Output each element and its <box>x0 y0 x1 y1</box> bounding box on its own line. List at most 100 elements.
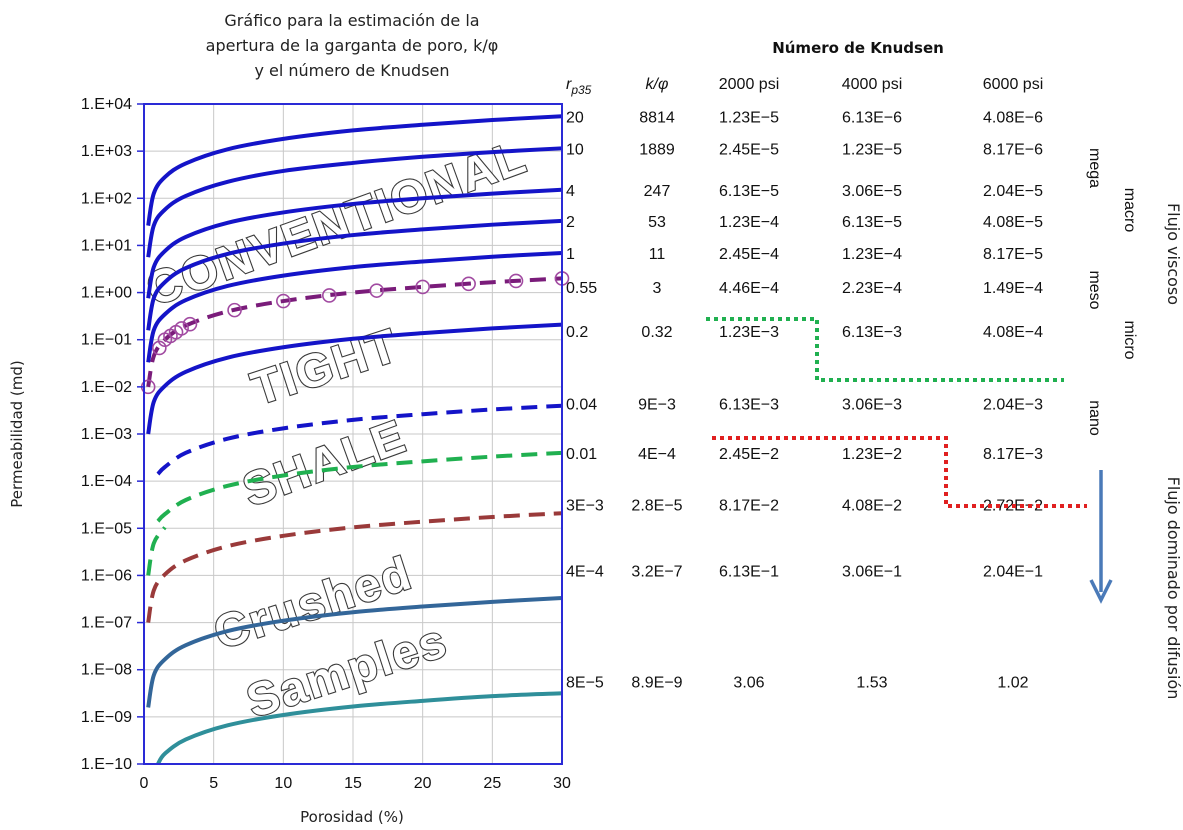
series-line-rp35-10 <box>146 146 563 258</box>
y-tick-label: 1.E−01 <box>81 332 132 349</box>
arrow-head <box>1089 579 1113 604</box>
series-marker <box>369 283 384 298</box>
kn-4000-cell: 3.06E−5 <box>842 183 902 200</box>
rp35-header-sub: p35 <box>570 83 591 97</box>
series-marker <box>322 288 337 303</box>
chart-title-line-3: y el número de Knudsen <box>254 61 449 80</box>
rp35-cell: 0.55 <box>566 280 597 297</box>
table-row: 0.01 4E−4 2.45E−2 1.23E−2 8.17E−3 <box>566 446 1043 463</box>
table-row: 3E−3 2.8E−5 8.17E−2 4.08E−2 2.72E−2 <box>566 498 1043 515</box>
y-tick-label: 1.E+01 <box>81 237 132 254</box>
pressure-header-2000: 2000 psi <box>719 76 780 93</box>
flow-label-diffusion: Flujo dominado por difusión <box>1164 477 1183 700</box>
kn-6000-cell: 8.17E−3 <box>983 446 1043 463</box>
kn-4000-cell: 1.23E−5 <box>842 141 902 158</box>
x-tick-label: 15 <box>344 775 362 792</box>
series-marker <box>461 276 476 292</box>
table-header: Número de Knudsen rp35 k/φ 2000 psi 4000… <box>566 39 1043 97</box>
table-row: 2 53 1.23E−4 6.13E−5 4.08E−5 <box>566 214 1043 231</box>
x-tick-label: 25 <box>483 775 501 792</box>
kphi-cell: 9E−3 <box>638 396 676 413</box>
kphi-cell: 4E−4 <box>638 446 676 463</box>
kn-2000-cell: 6.13E−1 <box>719 564 779 581</box>
kn-2000-cell: 2.45E−4 <box>719 246 779 263</box>
kphi-cell: 0.32 <box>641 324 672 341</box>
series-line-rp35-3E−3 <box>146 526 167 576</box>
y-tick-label: 1.E+04 <box>81 96 132 113</box>
series-marker <box>276 293 291 309</box>
series-line-rp35-0.04 <box>156 403 563 476</box>
table-row: 1 11 2.45E−4 1.23E−4 8.17E−5 <box>566 246 1043 263</box>
chart-title-line-1: Gráfico para la estimación de la <box>224 11 479 30</box>
pressure-header-6000: 6000 psi <box>983 76 1044 93</box>
knudsen-table: 20 8814 1.23E−5 6.13E−6 4.08E−6 10 1889 2.45E−5… <box>566 109 1043 691</box>
kn-2000-cell: 6.13E−5 <box>719 183 779 200</box>
kn-4000-cell: 4.08E−2 <box>842 498 902 515</box>
x-tick-label: 20 <box>414 775 432 792</box>
rp35-cell: 8E−5 <box>566 675 604 692</box>
kn-4000-cell: 6.13E−3 <box>842 324 902 341</box>
series-marker <box>182 316 198 332</box>
x-tick-label: 5 <box>209 775 218 792</box>
kphi-cell: 247 <box>644 183 671 200</box>
x-tick-label: 0 <box>140 775 149 792</box>
kn-6000-cell: 2.04E−5 <box>983 183 1043 200</box>
x-axis-label: Porosidad (%) <box>300 808 404 826</box>
kn-4000-cell: 1.23E−2 <box>842 446 902 463</box>
table-row: 4E−4 3.2E−7 6.13E−1 3.06E−1 2.04E−1 <box>566 564 1043 581</box>
rp35-header: rp35 <box>566 76 592 97</box>
data-series <box>140 114 570 766</box>
rp35-cell: 10 <box>566 141 584 158</box>
table-row: 0.55 3 4.46E−4 2.23E−4 1.49E−4 <box>566 280 1043 297</box>
pore-class-meso: meso <box>1086 270 1103 309</box>
rp35-cell: 0.2 <box>566 324 588 341</box>
kn-4000-cell: 3.06E−1 <box>842 564 902 581</box>
rp35-header-main: r <box>566 76 572 93</box>
pore-classes: mega macro meso micro nano <box>1086 148 1138 436</box>
x-tick-label: 10 <box>274 775 292 792</box>
series-line-rp35-4E−4 <box>146 596 563 708</box>
kn-2000-cell: 3.06 <box>733 675 764 692</box>
series-line-rp35-3E−3 <box>146 511 563 623</box>
kn-2000-cell: 6.13E−3 <box>719 396 779 413</box>
rp35-cell: 20 <box>566 109 584 126</box>
table-row: 20 8814 1.23E−5 6.13E−6 4.08E−6 <box>566 109 1043 126</box>
kphi-header: k/φ <box>646 76 669 93</box>
kn-6000-cell: 1.02 <box>997 675 1028 692</box>
kn-2000-cell: 2.45E−5 <box>719 141 779 158</box>
kn-4000-cell: 6.13E−5 <box>842 214 902 231</box>
kphi-cell: 8.9E−9 <box>631 675 682 692</box>
rp35-cell: 2 <box>566 214 575 231</box>
y-tick-label: 1.E−04 <box>81 473 132 490</box>
series-line-rp35-0.2 <box>146 322 563 435</box>
kn-2000-cell: 4.46E−4 <box>719 280 779 297</box>
chart-title-line-2: apertura de la garganta de poro, k/φ <box>206 36 499 55</box>
kn-6000-cell: 2.04E−1 <box>983 564 1043 581</box>
kn-4000-cell: 1.23E−4 <box>842 246 902 263</box>
kn-2000-cell: 1.23E−5 <box>719 109 779 126</box>
rp35-cell: 4 <box>566 183 575 200</box>
table-row: 4 247 6.13E−5 3.06E−5 2.04E−5 <box>566 183 1043 200</box>
series-marker <box>227 302 242 318</box>
y-tick-label: 1.E+02 <box>81 190 132 207</box>
kn-6000-cell: 4.08E−4 <box>983 324 1043 341</box>
y-axis-label: Permeabilidad (md) <box>8 360 26 508</box>
pore-class-mega: mega <box>1086 148 1103 188</box>
table-row: 0.2 0.32 1.23E−3 6.13E−3 4.08E−4 <box>566 324 1043 341</box>
pore-class-nano: nano <box>1086 400 1103 436</box>
pore-class-macro: macro <box>1121 188 1138 233</box>
x-tick-label: 30 <box>553 775 571 792</box>
kphi-cell: 8814 <box>639 109 675 126</box>
rp35-cell: 0.04 <box>566 396 597 413</box>
rp35-cell: 4E−4 <box>566 564 604 581</box>
y-tick-label: 1.E−06 <box>81 567 132 584</box>
kn-6000-cell: 8.17E−5 <box>983 246 1043 263</box>
kn-2000-cell: 2.45E−2 <box>719 446 779 463</box>
series-line-rp35-8E−5 <box>156 691 563 766</box>
kn-4000-cell: 3.06E−3 <box>842 396 902 413</box>
y-tick-label: 1.E−10 <box>81 756 132 773</box>
kn-6000-cell: 8.17E−6 <box>983 141 1043 158</box>
y-tick-label: 1.E−09 <box>81 709 132 726</box>
kphi-cell: 2.8E−5 <box>631 498 682 515</box>
x-axis-ticks: 0 5 10 15 20 25 30 <box>140 775 571 792</box>
